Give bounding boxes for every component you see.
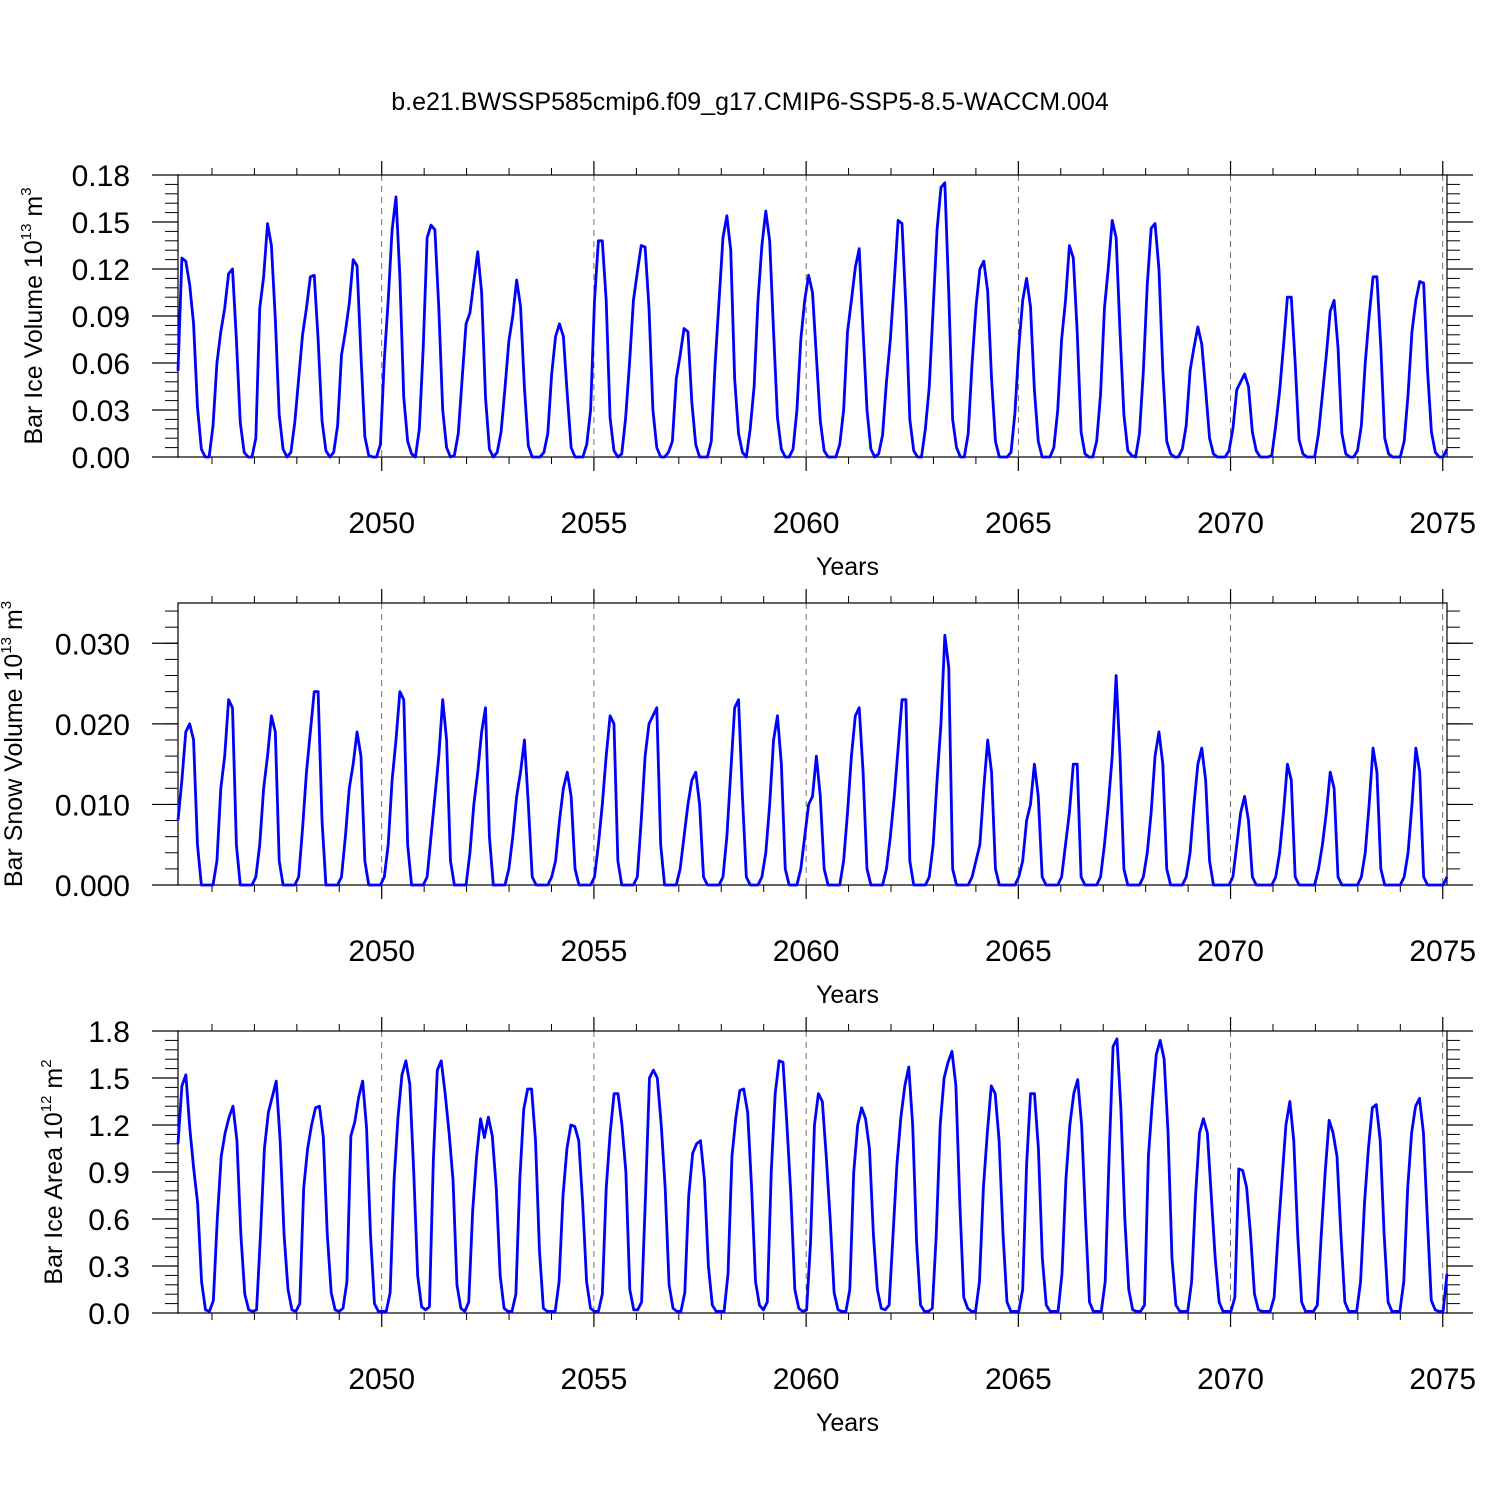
y-tick-label: 0.3 xyxy=(88,1251,130,1284)
y-tick-label: 0.000 xyxy=(55,870,130,903)
x-axis-title: Years xyxy=(816,553,879,581)
y-tick-label: 0.09 xyxy=(72,301,130,334)
x-tick-label: 2065 xyxy=(985,1363,1052,1396)
x-axis-title: Years xyxy=(816,1409,879,1437)
y-axis-title-unit-exponent: 3 xyxy=(0,601,15,609)
y-axis-title-unit: m xyxy=(40,1068,68,1096)
y-tick-label: 1.5 xyxy=(88,1063,130,1096)
panel-3: 2050 2055 2060 2065 2070 2075 0.0 0.3 0.6 0.9 1.2 1… xyxy=(38,1016,1476,1437)
data-series-line xyxy=(176,633,1449,887)
y-tick-label: 1.8 xyxy=(88,1016,130,1049)
x-tick-label: 2050 xyxy=(348,1363,415,1396)
y-axis-title-exponent: 12 xyxy=(38,1096,55,1113)
y-axis-title-unit: m xyxy=(0,609,28,637)
y-axis-title-exponent: 13 xyxy=(0,637,15,654)
x-tick-label: 2070 xyxy=(1197,1363,1264,1396)
y-tick-label: 0.15 xyxy=(72,207,130,240)
y-axis-title-main: Bar Ice Volume 10 xyxy=(20,240,48,444)
x-tick-label: 2060 xyxy=(773,1363,840,1396)
chart-title: b.e21.BWSSP585cmip6.f09_g17.CMIP6-SSP5-8… xyxy=(391,88,1109,116)
y-axis-title-unit-exponent: 2 xyxy=(38,1059,55,1067)
y-axis-title-exponent: 13 xyxy=(18,224,35,241)
y-axis-title-main: Bar Ice Area 10 xyxy=(40,1112,68,1284)
y-axis-title-main: Bar Snow Volume 10 xyxy=(0,654,28,887)
x-tick-label: 2060 xyxy=(773,935,840,968)
x-tick-label: 2065 xyxy=(985,935,1052,968)
y-tick-label: 0.020 xyxy=(55,709,130,742)
panels-layer: 2050 2055 2060 2065 2070 20750.000.030.060.09… xyxy=(0,160,1476,1437)
plot-frame xyxy=(177,174,1448,458)
y-tick-label: 0.6 xyxy=(88,1204,130,1237)
y-tick-label: 1.2 xyxy=(88,1110,130,1143)
data-series-line xyxy=(176,1037,1449,1313)
y-tick-label: 0.9 xyxy=(88,1157,130,1190)
data-series-line xyxy=(176,181,1449,459)
y-tick-label: 0.010 xyxy=(55,789,130,822)
x-tick-label: 2075 xyxy=(1409,935,1476,968)
x-tick-label: 2075 xyxy=(1409,1363,1476,1396)
x-axis-title: Years xyxy=(816,981,879,1009)
panel-2: 2050 2055 2060 2065 2070 2075 0.000 0.010 0.020 0… xyxy=(0,589,1476,1009)
y-axis-title: Bar Ice Volume 1013 m3 xyxy=(18,187,48,444)
x-tick-label: 2055 xyxy=(561,935,628,968)
x-tick-label: 2050 xyxy=(348,935,415,968)
panel-1: 2050 2055 2060 2065 2070 2075 0.00 0.03 0.06 0.09… xyxy=(18,160,1476,581)
y-axis-title-unit: m xyxy=(20,196,48,224)
plot-frame xyxy=(177,602,1448,886)
x-tick-label: 2075 xyxy=(1409,507,1476,540)
y-tick-label: 0.12 xyxy=(72,254,130,287)
y-tick-label: 0.03 xyxy=(72,395,130,428)
x-tick-label: 2050 xyxy=(348,507,415,540)
y-axis-title-unit-exponent: 3 xyxy=(18,187,35,195)
y-tick-label: 0.00 xyxy=(72,442,130,475)
y-axis-title: Bar Ice Area 1012 m2 xyxy=(38,1059,68,1284)
y-tick-label: 0.0 xyxy=(88,1298,130,1331)
x-tick-label: 2060 xyxy=(773,507,840,540)
x-tick-label: 2055 xyxy=(561,1363,628,1396)
y-tick-label: 0.18 xyxy=(72,160,130,193)
x-tick-label: 2070 xyxy=(1197,935,1264,968)
y-tick-label: 0.06 xyxy=(72,348,130,381)
x-tick-label: 2070 xyxy=(1197,507,1264,540)
x-tick-label: 2065 xyxy=(985,507,1052,540)
y-tick-label: 0.030 xyxy=(55,628,130,661)
x-tick-label: 2055 xyxy=(561,507,628,540)
y-axis-title: Bar Snow Volume 1013 m3 xyxy=(0,601,28,887)
